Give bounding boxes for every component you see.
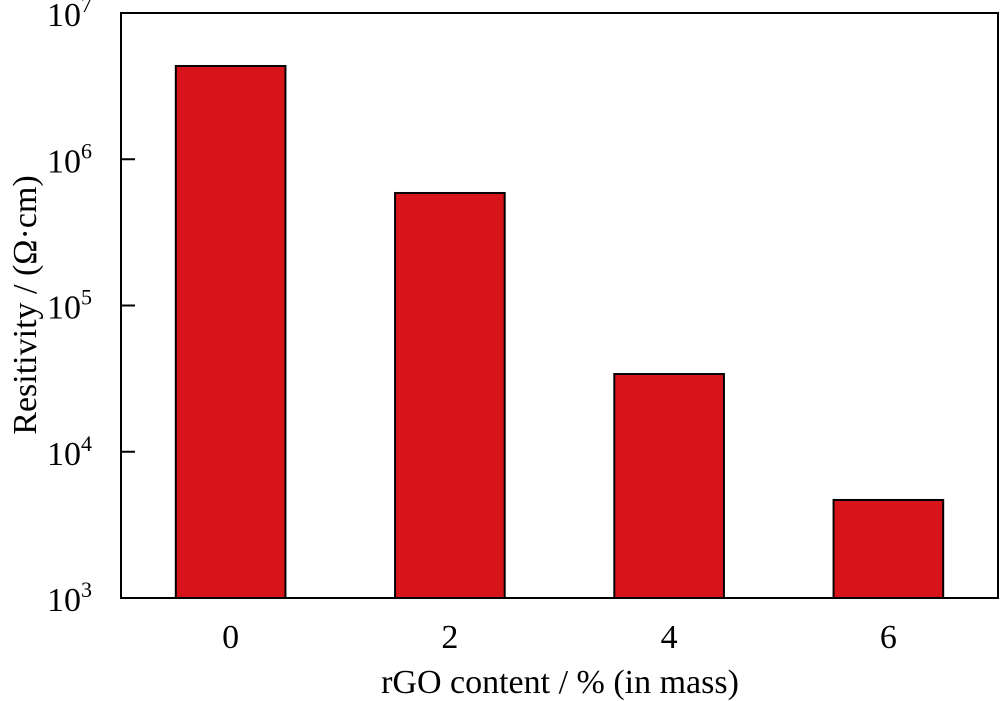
bar-2 [394,191,506,599]
y-tick-label: 105 [47,285,92,327]
y-tick-base: 10 [47,290,81,327]
y-tick-base: 10 [47,0,81,34]
x-axis: 0 2 4 6 [222,619,897,656]
y-tick-label: 104 [47,431,92,473]
y-tick-exponent: 6 [81,138,92,163]
bars [174,65,945,599]
y-axis-label: Resitivity / (Ω·cm) [7,175,44,434]
y-tick-base: 10 [47,436,81,473]
y-tick-exponent: 3 [81,577,92,602]
y-tick-exponent: 5 [81,285,92,310]
bar-6 [832,498,945,599]
bar-4 [613,373,725,599]
y-tick-label: 103 [47,577,92,619]
x-axis-label: rGO content / % (in mass) [381,664,739,701]
x-tick-label: 4 [661,619,678,656]
y-tick-base: 10 [47,582,81,619]
y-tick-label: 106 [47,138,92,180]
x-tick-label: 0 [222,619,239,656]
y-tick-label: 107 [47,0,92,34]
bar-0 [174,65,287,599]
x-tick-label: 6 [880,619,897,656]
y-tick-base: 10 [47,143,81,180]
x-tick-label: 2 [441,619,458,656]
y-tick-exponent: 7 [81,0,92,17]
y-tick-exponent: 4 [81,431,92,456]
